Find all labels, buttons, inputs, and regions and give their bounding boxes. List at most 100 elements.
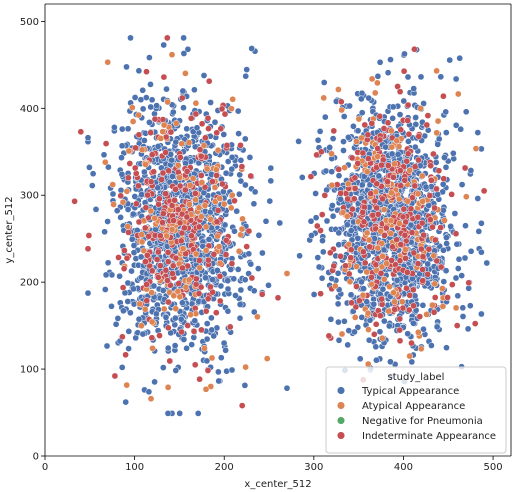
- scatter-point: [137, 96, 145, 104]
- scatter-point: [215, 243, 223, 250]
- scatter-point: [222, 236, 230, 244]
- scatter-point: [105, 163, 112, 171]
- scatter-point: [328, 150, 335, 158]
- scatter-point: [166, 357, 174, 365]
- scatter-point: [396, 167, 404, 174]
- scatter-point: [410, 319, 417, 327]
- legend: study_label Typical Appearance Atypical A…: [325, 366, 507, 454]
- scatter-point: [320, 94, 328, 102]
- y-tick-label: 500: [20, 17, 39, 28]
- scatter-point: [137, 253, 145, 261]
- scatter-point: [404, 197, 412, 205]
- scatter-point: [178, 328, 185, 336]
- scatter-point: [433, 67, 440, 75]
- scatter-point: [338, 330, 346, 338]
- scatter-point: [141, 305, 149, 313]
- scatter-point: [374, 79, 381, 87]
- scatter-point: [382, 143, 389, 151]
- scatter-point: [213, 218, 221, 226]
- y-axis-title: y_center_512: [4, 196, 15, 263]
- scatter-point: [204, 295, 212, 303]
- scatter-point: [358, 109, 366, 117]
- scatter-point: [387, 230, 395, 237]
- scatter-point: [129, 210, 137, 218]
- scatter-point: [209, 178, 216, 185]
- scatter-point: [330, 262, 338, 270]
- scatter-point: [391, 160, 398, 168]
- scatter-point: [334, 269, 342, 277]
- scatter-point: [84, 289, 92, 297]
- scatter-point: [209, 276, 216, 283]
- scatter-point: [399, 213, 407, 221]
- scatter-point: [415, 133, 423, 140]
- scatter-point: [250, 200, 258, 208]
- scatter-point: [465, 279, 473, 287]
- scatter-point: [431, 204, 438, 212]
- scatter-point: [433, 129, 441, 137]
- scatter-point: [182, 70, 189, 77]
- scatter-point: [442, 267, 450, 275]
- scatter-point: [172, 120, 180, 127]
- scatter-point: [359, 149, 367, 157]
- scatter-point: [419, 301, 427, 309]
- scatter-point: [435, 167, 443, 175]
- scatter-point: [109, 181, 117, 188]
- scatter-point: [410, 249, 418, 257]
- scatter-point: [405, 138, 412, 145]
- y-tick-label: 0: [33, 452, 39, 463]
- scatter-point: [405, 306, 413, 314]
- scatter-point: [235, 130, 242, 137]
- scatter-point: [457, 125, 465, 133]
- scatter-point: [151, 115, 159, 123]
- scatter-point: [190, 334, 198, 341]
- scatter-point: [359, 291, 367, 299]
- scatter-point: [148, 318, 156, 326]
- scatter-point: [214, 207, 222, 214]
- scatter-point: [372, 261, 380, 269]
- scatter-point: [408, 339, 415, 347]
- scatter-point: [426, 216, 434, 224]
- scatter-point: [103, 342, 111, 350]
- scatter-point: [384, 162, 392, 169]
- scatter-point: [156, 332, 163, 339]
- scatter-point: [200, 72, 208, 79]
- scatter-point: [364, 131, 372, 139]
- scatter-point: [452, 121, 460, 129]
- scatter-point: [347, 246, 355, 254]
- scatter-point: [372, 343, 380, 351]
- scatter-point: [350, 195, 358, 203]
- scatter-point: [410, 302, 417, 310]
- scatter-point: [238, 225, 246, 233]
- scatter-point: [409, 286, 417, 294]
- scatter-point: [197, 152, 205, 160]
- y-tick-label: 200: [20, 278, 39, 289]
- scatter-point: [396, 111, 404, 118]
- scatter-point: [131, 94, 139, 101]
- scatter-point: [347, 291, 355, 299]
- scatter-point: [433, 257, 441, 265]
- scatter-point: [254, 265, 262, 272]
- scatter-point: [388, 150, 396, 158]
- scatter-point: [228, 191, 236, 199]
- scatter-point: [237, 286, 245, 294]
- legend-label: Typical Appearance: [361, 386, 459, 397]
- scatter-point: [390, 289, 397, 297]
- scatter-point: [263, 355, 271, 362]
- scatter-point: [186, 182, 194, 189]
- scatter-point: [167, 128, 175, 136]
- scatter-point: [267, 177, 275, 185]
- scatter-point: [132, 144, 139, 152]
- scatter-point: [205, 256, 212, 264]
- scatter-point: [148, 289, 156, 296]
- scatter-point: [440, 246, 447, 254]
- scatter-point: [135, 131, 143, 139]
- scatter-point: [370, 300, 378, 308]
- scatter-point: [235, 190, 243, 198]
- scatter-point: [326, 249, 334, 257]
- scatter-point: [348, 236, 356, 244]
- scatter-point: [395, 143, 403, 150]
- scatter-point: [406, 292, 414, 299]
- scatter-point: [335, 166, 343, 173]
- scatter-point: [454, 90, 462, 98]
